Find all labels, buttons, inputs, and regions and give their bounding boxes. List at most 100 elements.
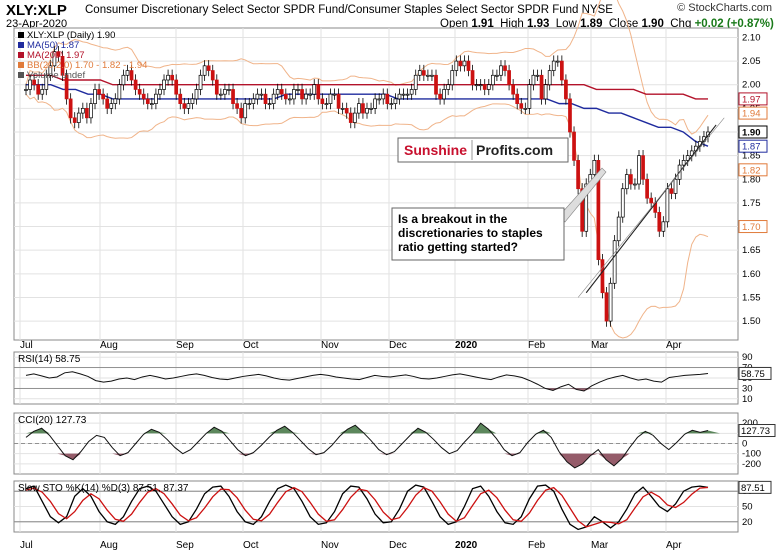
x-tick-label: Nov: [321, 540, 339, 551]
candle-body: [661, 221, 666, 232]
candle-body: [178, 93, 183, 104]
candle-body: [170, 74, 174, 81]
x-tick-label: Aug: [100, 340, 118, 351]
candle-body: [52, 51, 57, 67]
x-tick-label: Dec: [389, 340, 407, 351]
annotation-box: [391, 207, 565, 261]
candle-body: [182, 103, 187, 109]
chart-fullname: Consumer Discretionary Select Sector SPD…: [85, 4, 613, 16]
candle-body: [214, 79, 219, 95]
rsi-line: [25, 371, 709, 392]
candle-body: [271, 93, 276, 104]
candle-body: [685, 155, 690, 161]
legend-text: MA(50) 1.87: [27, 40, 79, 51]
bb-lower-line: [25, 93, 709, 339]
price-y-tick-label: 1.80: [742, 174, 761, 185]
candle-body: [474, 84, 479, 87]
candle-body: [669, 188, 674, 194]
candle-body: [194, 89, 199, 100]
candle-body: [219, 93, 223, 96]
sto-label: Slow STO %K(14) %D(3) 87.51, 87.37: [18, 483, 189, 494]
candle-body: [158, 89, 162, 95]
candle-body: [40, 89, 45, 95]
x-tick-label: Feb: [528, 540, 546, 551]
candle-body: [89, 103, 93, 119]
brand-part1: Sunshine: [404, 142, 467, 158]
chart-symbol: XLY:XLP: [6, 2, 67, 19]
candle-body: [332, 93, 337, 96]
price-y-tick-label: 1.85: [742, 151, 761, 162]
close-value: 1.90: [641, 18, 664, 30]
candle-body: [304, 93, 308, 100]
price-value-tag: [738, 163, 768, 177]
x-tick-label: Mar: [591, 340, 609, 351]
x-tick-label: Oct: [243, 340, 259, 351]
price-value-tag: [738, 106, 768, 120]
osc-y-tick-label: 200: [742, 418, 758, 429]
brand-part2: Profits.com: [476, 142, 553, 158]
osc-y-tick-label: 0: [742, 439, 747, 450]
candle-body: [340, 108, 345, 110]
candle-body: [482, 84, 487, 90]
candle-body: [608, 282, 613, 322]
candle-body: [629, 174, 633, 185]
trendline-shadow: [577, 117, 725, 298]
candle-body: [515, 93, 520, 104]
candle-body: [154, 93, 158, 104]
candle-body: [263, 93, 268, 104]
candle-body: [365, 108, 369, 114]
candle-body: [243, 103, 248, 119]
candle-body: [267, 103, 272, 105]
candle-body: [288, 98, 292, 101]
candle-body: [397, 93, 402, 100]
candle-body: [202, 65, 207, 76]
candle-body: [584, 183, 589, 232]
price-value-tag: [738, 92, 768, 106]
annotation-line: ratio getting started?: [398, 240, 518, 254]
candle-body: [186, 103, 191, 109]
sto-k-line: [25, 484, 709, 531]
annotation-line: Is a breakout in the: [398, 212, 508, 226]
cci-value-tag-label: 127.73: [741, 426, 770, 437]
candle-body: [539, 74, 544, 100]
candle-body: [389, 103, 394, 105]
price-value-tag-label: 1.82: [742, 165, 761, 176]
watermark: © StockCharts.com: [677, 2, 772, 14]
candle-body: [393, 98, 398, 104]
x-tick-label: Aug: [100, 540, 118, 551]
price-y-tick-label: 2.05: [742, 56, 761, 67]
candle-body: [486, 84, 491, 90]
candle-body: [316, 84, 321, 100]
candle-body: [576, 160, 580, 190]
x-tick-label: Mar: [591, 540, 609, 551]
candle-body: [149, 103, 154, 105]
candle-body: [523, 108, 528, 110]
candle-body: [519, 103, 524, 109]
candle-body: [300, 89, 304, 100]
rsi-value-tag-label: 58.75: [741, 369, 765, 380]
ohlc-readout: Open 1.91 High 1.93 Low 1.89 Close 1.90 …: [440, 18, 774, 30]
candle-body: [645, 178, 649, 199]
candle-body: [507, 70, 511, 86]
candle-body: [56, 51, 61, 57]
candle-body: [381, 93, 386, 100]
candle-body: [336, 93, 341, 109]
candle-body: [612, 240, 617, 284]
cci-line: [25, 422, 709, 469]
candle-body: [97, 89, 101, 95]
x-tick-label: Apr: [666, 540, 682, 551]
candle-body: [101, 93, 105, 100]
candle-body: [296, 89, 300, 91]
candle-body: [405, 93, 410, 96]
candle-body: [227, 89, 231, 91]
osc-y-tick-label: 30: [742, 383, 753, 394]
candle-body: [495, 74, 499, 77]
candle-body: [129, 70, 134, 81]
sto-value-tag-label: 87.51: [741, 483, 765, 494]
candle-body: [85, 108, 89, 119]
high-label: High: [500, 18, 524, 30]
price-y-tick-label: 1.55: [742, 292, 761, 303]
x-tick-label: Jul: [20, 540, 33, 551]
candle-body: [543, 84, 548, 100]
x-tick-label: Apr: [666, 340, 682, 351]
